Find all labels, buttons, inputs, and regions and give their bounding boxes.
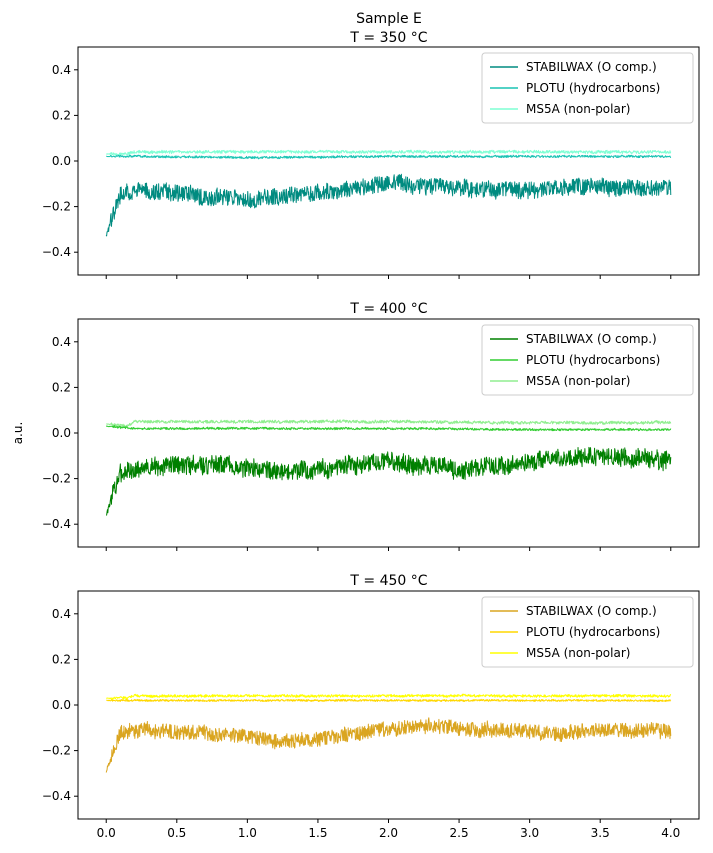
y-tick-label: 0.2: [52, 652, 71, 666]
panel-2: T = 400 °C −0.4 −0.2 0.0 0.2 0.4 STABILWAX (O…: [42, 301, 700, 551]
series-line: [105, 717, 672, 773]
series-line: [106, 154, 672, 160]
y-tick-label: 0.2: [52, 380, 71, 394]
y-tick-label: 0.4: [52, 335, 71, 349]
x-tick-label: 4.0: [661, 826, 680, 840]
panel-1: T = 350 °C −0.4 −0.2 0.0 0.2 0.4 STABILWAX (O…: [42, 30, 700, 279]
y-tick-label: −0.2: [42, 472, 71, 486]
y-tick-label: 0.4: [52, 607, 71, 621]
legend-box: [481, 52, 694, 124]
x-tick-label: 0.5: [167, 826, 186, 840]
legend-label: PLOTU (hydrocarbons): [526, 353, 660, 367]
legend-label: MS5A (non-polar): [526, 646, 630, 660]
legend-label: STABILWAX (O comp.): [526, 604, 657, 618]
panel-2-plot-area: −0.4 −0.2 0.0 0.2 0.4 STABILWAX (O comp.) PLOT…: [42, 318, 700, 551]
legend-label: STABILWAX (O comp.): [526, 332, 657, 346]
panel-1-plot-area: −0.4 −0.2 0.0 0.2 0.4 STABILWAX (O comp.) PLOT…: [42, 46, 700, 279]
y-tick-label: 0.0: [52, 154, 71, 168]
y-tick-label: −0.4: [42, 517, 71, 531]
legend-label: STABILWAX (O comp.): [526, 60, 657, 74]
y-tick-label: 0.0: [52, 698, 71, 712]
x-tick-label: 2.0: [379, 826, 398, 840]
x-tick-label: 3.0: [520, 826, 539, 840]
legend-label: PLOTU (hydrocarbons): [526, 625, 660, 639]
y-tick-label: 0.2: [52, 108, 71, 122]
legend: STABILWAX (O comp.) PLOTU (hydrocarbons) M…: [481, 596, 694, 668]
legend-box: [481, 324, 694, 396]
panel-title: T = 450 °C: [349, 573, 427, 589]
legend-label: MS5A (non-polar): [526, 374, 630, 388]
legend: STABILWAX (O comp.) PLOTU (hydrocarbons) M…: [481, 52, 694, 124]
x-tick-label: 1.0: [238, 826, 257, 840]
series-line: [105, 419, 672, 428]
x-tick-label: 1.5: [308, 826, 327, 840]
figure-ylabel: a.u.: [11, 422, 25, 445]
figure-suptitle: Sample E: [356, 11, 422, 27]
legend-label: PLOTU (hydrocarbons): [526, 81, 660, 95]
y-tick-label: −0.2: [42, 200, 71, 214]
series-line: [105, 173, 672, 237]
legend-box: [481, 596, 694, 668]
legend: STABILWAX (O comp.) PLOTU (hydrocarbons) M…: [481, 324, 694, 396]
series-line: [105, 693, 672, 700]
x-tick-label: 3.5: [591, 826, 610, 840]
panel-title: T = 350 °C: [349, 30, 427, 46]
panel-3: T = 450 °C −0.4 −0.2 0.0 0.2 0.4 0.0 0.5 1.0 1.5…: [42, 573, 700, 840]
y-tick-label: −0.2: [42, 744, 71, 758]
panel-3-plot-area: −0.4 −0.2 0.0 0.2 0.4 0.0 0.5 1.0 1.5 2.0 2.5 3.0 3.…: [42, 590, 700, 840]
series-line: [106, 698, 672, 703]
x-tick-label: 0.0: [97, 826, 116, 840]
series-line: [105, 425, 672, 432]
y-tick-label: 0.4: [52, 63, 71, 77]
x-tick-label: 2.5: [450, 826, 469, 840]
series-line: [106, 149, 672, 157]
legend-label: MS5A (non-polar): [526, 102, 630, 116]
y-tick-label: −0.4: [42, 245, 71, 259]
y-tick-label: 0.0: [52, 426, 71, 440]
panel-title: T = 400 °C: [349, 301, 427, 317]
series-line: [105, 446, 672, 516]
y-tick-label: −0.4: [42, 789, 71, 803]
